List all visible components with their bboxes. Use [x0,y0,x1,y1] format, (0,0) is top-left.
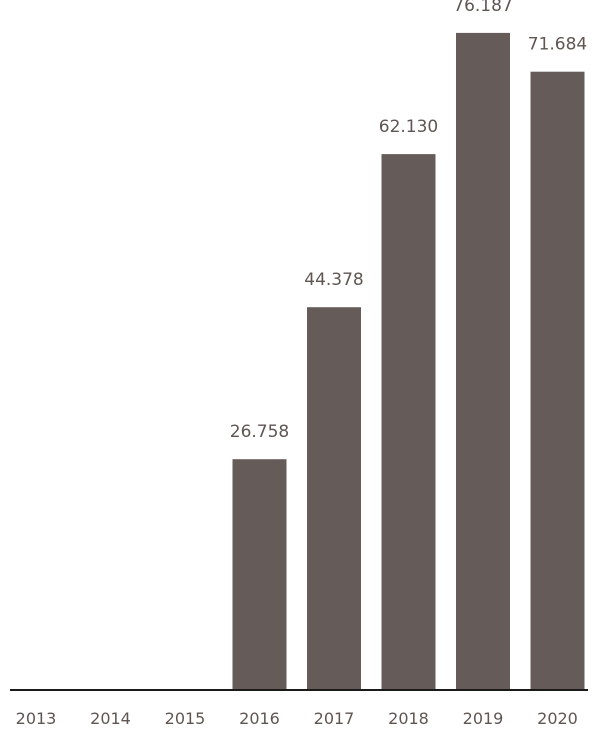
x-tick-label-2018: 2018 [388,709,429,728]
x-tick-label-2017: 2017 [314,709,355,728]
x-tick-labels-group: 2013 2014 2015 2016 2017 2018 2019 2020 [16,709,578,728]
bar-2016 [232,459,287,690]
x-tick-label-2015: 2015 [165,709,206,728]
bar-2018 [381,154,436,691]
value-label-2016: 26.758 [230,422,289,442]
x-tick-label-2014: 2014 [90,709,131,728]
bar-2017 [307,307,361,690]
bar-2020 [530,71,585,690]
x-tick-label-2020: 2020 [537,709,578,728]
x-tick-label-2019: 2019 [463,709,504,728]
value-labels-group: 26.758 44.378 62.130 76.187 71.684 [230,0,587,442]
value-label-2020: 71.684 [528,35,587,55]
value-label-2019: 76.187 [453,0,512,16]
x-tick-label-2013: 2013 [16,709,57,728]
x-tick-label-2016: 2016 [239,709,280,728]
bars-group [232,32,585,691]
value-label-2017: 44.378 [304,270,363,290]
value-label-2018: 62.130 [379,117,438,137]
bar-2019 [456,32,510,690]
